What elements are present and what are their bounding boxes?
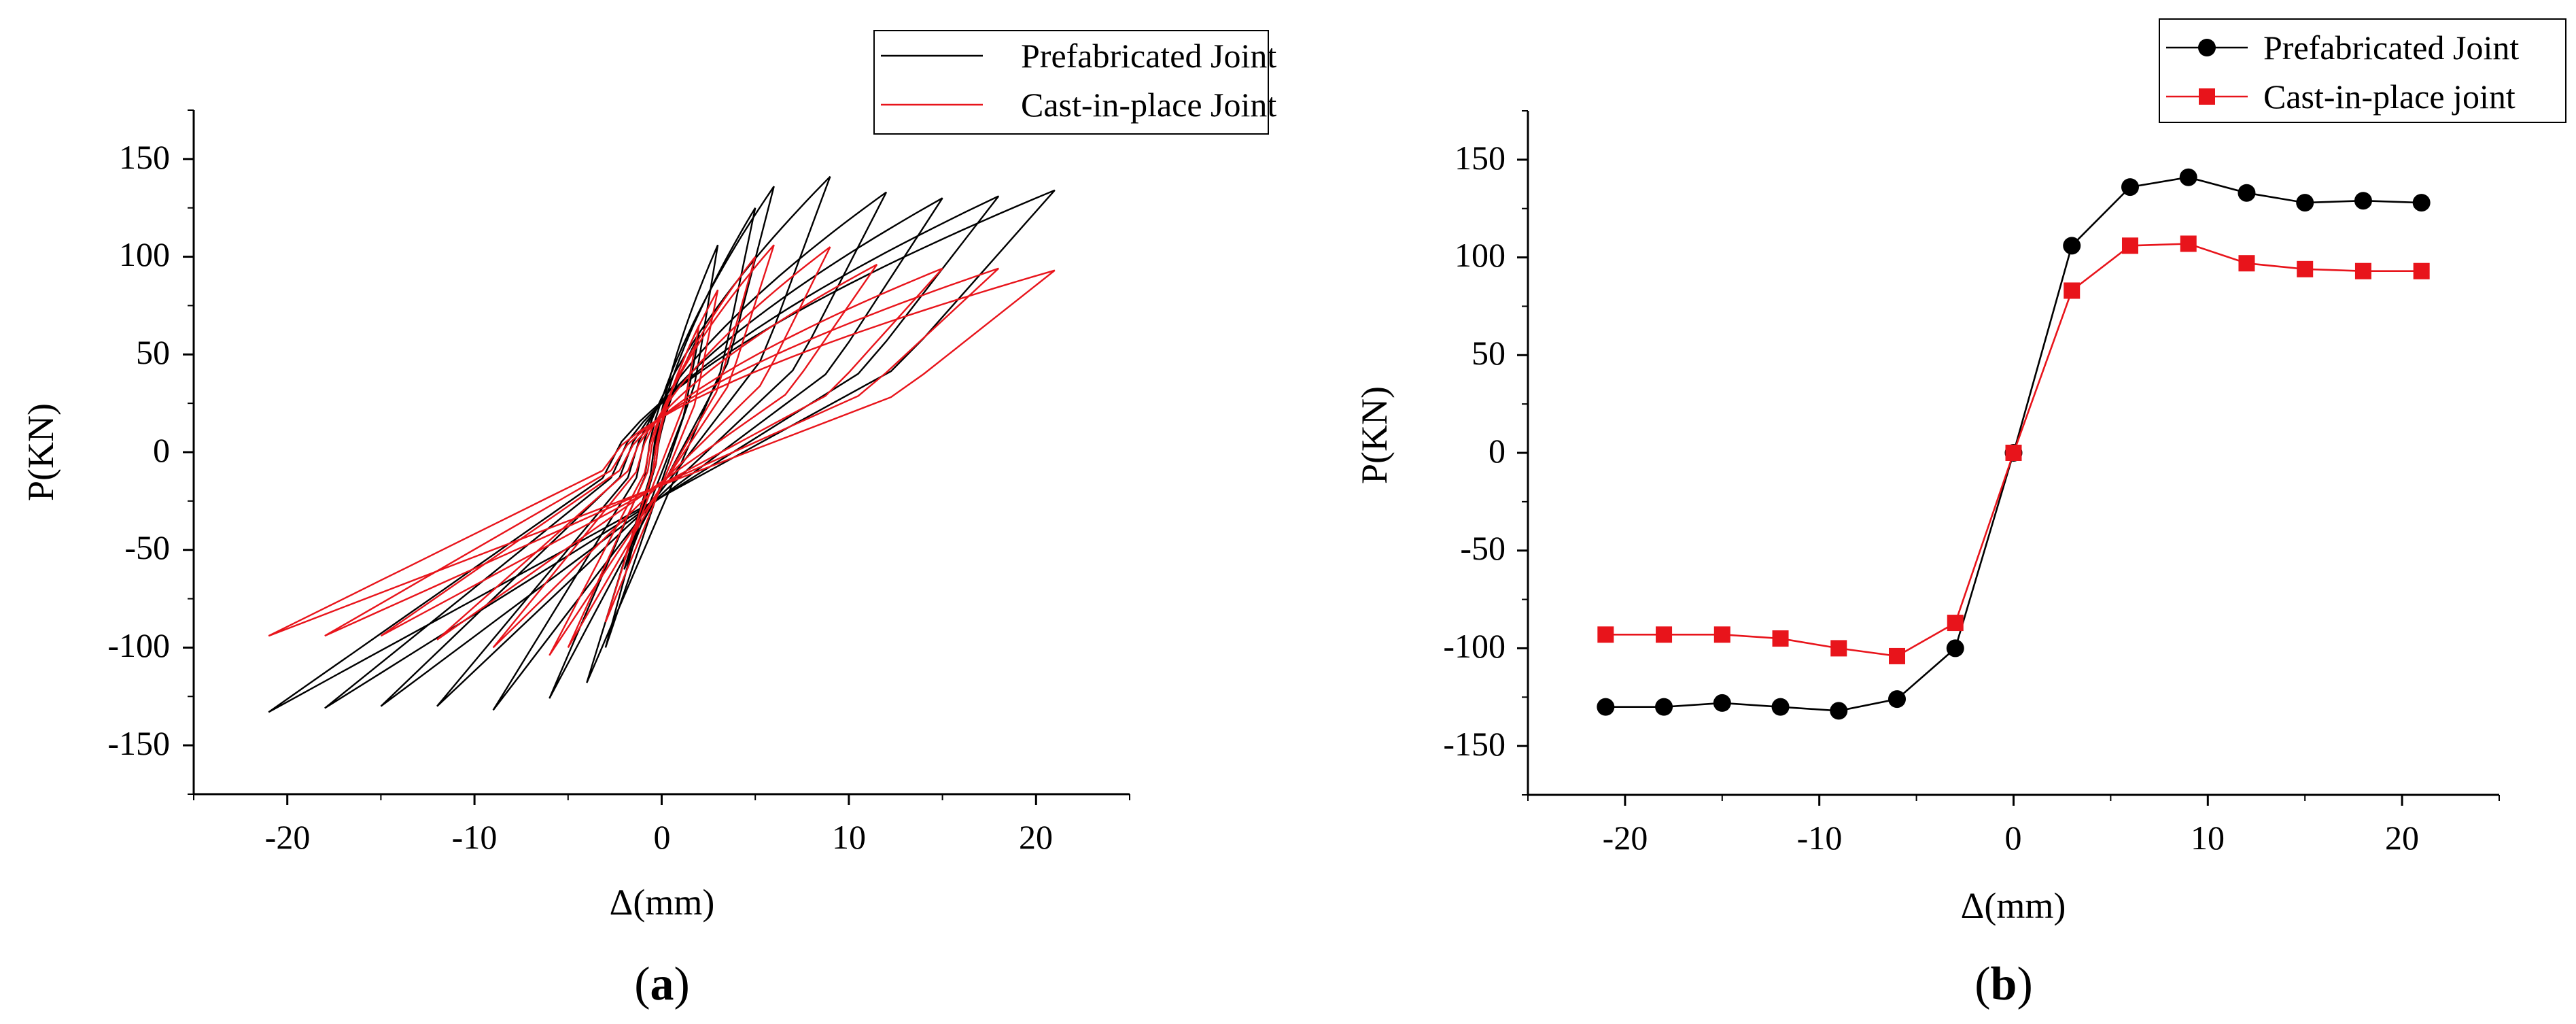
chart-b-point-prefabricated (1713, 694, 1731, 712)
chart-b-point-prefabricated (1946, 639, 1964, 658)
chart-b-point-cast-in-place (2180, 235, 2197, 252)
chart-a-ytick-label: 100 (119, 235, 170, 273)
chart-b-point-prefabricated (2179, 168, 2197, 186)
chart-b-point-prefabricated (1830, 702, 1848, 720)
chart-b-point-prefabricated (2354, 192, 2372, 210)
chart-a-ticks (183, 109, 1130, 805)
chart-a-legend-label-prefabricated: Prefabricated Joint (1021, 37, 1276, 75)
chart-a-plot-area (268, 175, 1056, 713)
chart-a-xtick-label: 0 (654, 818, 671, 856)
chart-a-xtick-label: 10 (832, 818, 866, 856)
chart-a-loop-prefabricated (492, 175, 831, 711)
chart-b-point-prefabricated (2296, 194, 2314, 212)
chart-b-ytick-label: -50 (1460, 529, 1505, 567)
chart-b-xtick-label: 20 (2385, 819, 2419, 857)
chart-b-point-prefabricated (2121, 178, 2139, 197)
chart-b-caption: (b) (1974, 958, 2033, 1010)
chart-b-ticks (1517, 110, 2500, 806)
chart-a-loop-prefabricated (324, 195, 1000, 709)
chart-b-caption-letter: b (1991, 958, 2017, 1010)
chart-b-point-cast-in-place (1713, 626, 1730, 643)
chart-b-point-cast-in-place (2064, 282, 2081, 299)
chart-a-loop-cast-in-place (380, 267, 943, 637)
chart-a-loop-cast-in-place (324, 267, 1000, 637)
chart-a-loop-prefabricated (604, 244, 719, 648)
chart-b-point-prefabricated (1655, 698, 1673, 716)
chart-a-ytick-label: 0 (153, 431, 170, 469)
chart-a-loop-prefabricated (380, 197, 943, 707)
chart-a-loop-cast-in-place (549, 244, 775, 656)
chart-b-point-cast-in-place (2354, 262, 2371, 279)
chart-a-ytick-label: -150 (107, 724, 170, 762)
chart-b-point-cast-in-place (1889, 647, 1906, 664)
chart-a-ytick-label: -100 (107, 626, 170, 664)
chart-b-point-prefabricated (2412, 194, 2431, 212)
chart-b-point-cast-in-place (2121, 237, 2138, 254)
chart-b-point-prefabricated (1597, 698, 1615, 716)
chart-a-ytick-label: -50 (124, 528, 170, 566)
chart-a-legend-label-cast-in-place: Cast-in-place Joint (1021, 86, 1276, 124)
chart-b: -20 -10 0 10 20 -150 -100 -50 0 50 100 1… (1354, 18, 2566, 1010)
chart-b-xtick-label: 0 (2005, 819, 2022, 857)
chart-a-caption-close: ) (674, 958, 690, 1010)
chart-a-x-axis-title: Δ(mm) (610, 882, 715, 923)
chart-a-xtick-label: -10 (452, 818, 498, 856)
chart-b-caption-open: ( (1974, 958, 1990, 1010)
chart-a-loop-prefabricated (436, 191, 888, 707)
chart-a-loop-cast-in-place (436, 264, 878, 641)
chart-b-point-prefabricated (2238, 184, 2256, 202)
chart-a-caption-open: ( (634, 958, 650, 1010)
chart-b-xtick-label: 10 (2191, 819, 2225, 857)
chart-a-xtick-label: 20 (1019, 818, 1053, 856)
chart-a-xtick-label: -20 (265, 818, 311, 856)
chart-a: -20 -10 0 10 20 -150 -100 -50 0 50 100 1… (20, 30, 1276, 1010)
chart-b-legend-marker-cast-in-place (2199, 88, 2215, 105)
chart-b-point-cast-in-place (1830, 640, 1847, 657)
chart-a-loop-cast-in-place (268, 269, 1056, 637)
chart-b-xtick-label: -20 (1603, 819, 1648, 857)
chart-a-legend: Prefabricated Joint Cast-in-place Joint (873, 30, 1276, 135)
chart-b-ytick-label: 0 (1489, 432, 1505, 470)
chart-b-legend-marker-prefabricated (2198, 39, 2216, 56)
chart-a-ytick-label: 150 (119, 138, 170, 176)
chart-a-caption-letter: a (650, 958, 674, 1010)
chart-b-legend-label-prefabricated: Prefabricated Joint (2263, 29, 2519, 67)
chart-b-legend-frame (2159, 18, 2566, 123)
chart-a-y-axis-title: P(KN) (20, 403, 61, 501)
chart-b-ytick-label: -150 (1443, 725, 1505, 763)
chart-b-y-axis-title: P(KN) (1354, 386, 1395, 484)
chart-a-legend-frame (873, 30, 1269, 135)
chart-b-point-cast-in-place (2238, 255, 2255, 272)
chart-a-caption: (a) (634, 958, 690, 1010)
chart-a-ytick-label: 50 (136, 333, 170, 371)
chart-b-point-cast-in-place (1597, 626, 1614, 643)
chart-b-plot-area (1597, 168, 2431, 720)
chart-b-ytick-label: 100 (1455, 236, 1505, 274)
chart-b-point-prefabricated (1771, 698, 1790, 716)
chart-b-point-cast-in-place (2005, 445, 2022, 461)
chart-b-ytick-label: 50 (1472, 334, 1505, 372)
chart-a-loop-cast-in-place (567, 256, 756, 649)
chart-b-legend: Prefabricated Joint Cast-in-place joint (2159, 18, 2566, 123)
chart-b-point-cast-in-place (1947, 615, 1964, 632)
chart-b-ytick-label: 150 (1455, 139, 1505, 177)
chart-b-caption-close: ) (2017, 958, 2032, 1010)
chart-a-loop-prefabricated (268, 189, 1056, 713)
chart-a-loop-cast-in-place (604, 289, 719, 623)
chart-b-legend-label-cast-in-place: Cast-in-place joint (2263, 78, 2516, 116)
chart-b-point-cast-in-place (1772, 630, 1789, 647)
chart-b-point-cast-in-place (2297, 260, 2314, 277)
chart-b-point-cast-in-place (2413, 262, 2430, 279)
chart-a-loop-prefabricated (549, 186, 775, 699)
chart-a-loop-cast-in-place (492, 246, 831, 649)
chart-b-point-prefabricated (1888, 690, 1907, 709)
chart-b-x-axis-title: Δ(mm) (1961, 885, 2066, 926)
chart-b-ytick-label: -100 (1443, 627, 1505, 665)
chart-b-xtick-label: -10 (1797, 819, 1843, 857)
chart-b-point-prefabricated (2063, 237, 2081, 255)
chart-b-point-cast-in-place (1656, 626, 1673, 643)
